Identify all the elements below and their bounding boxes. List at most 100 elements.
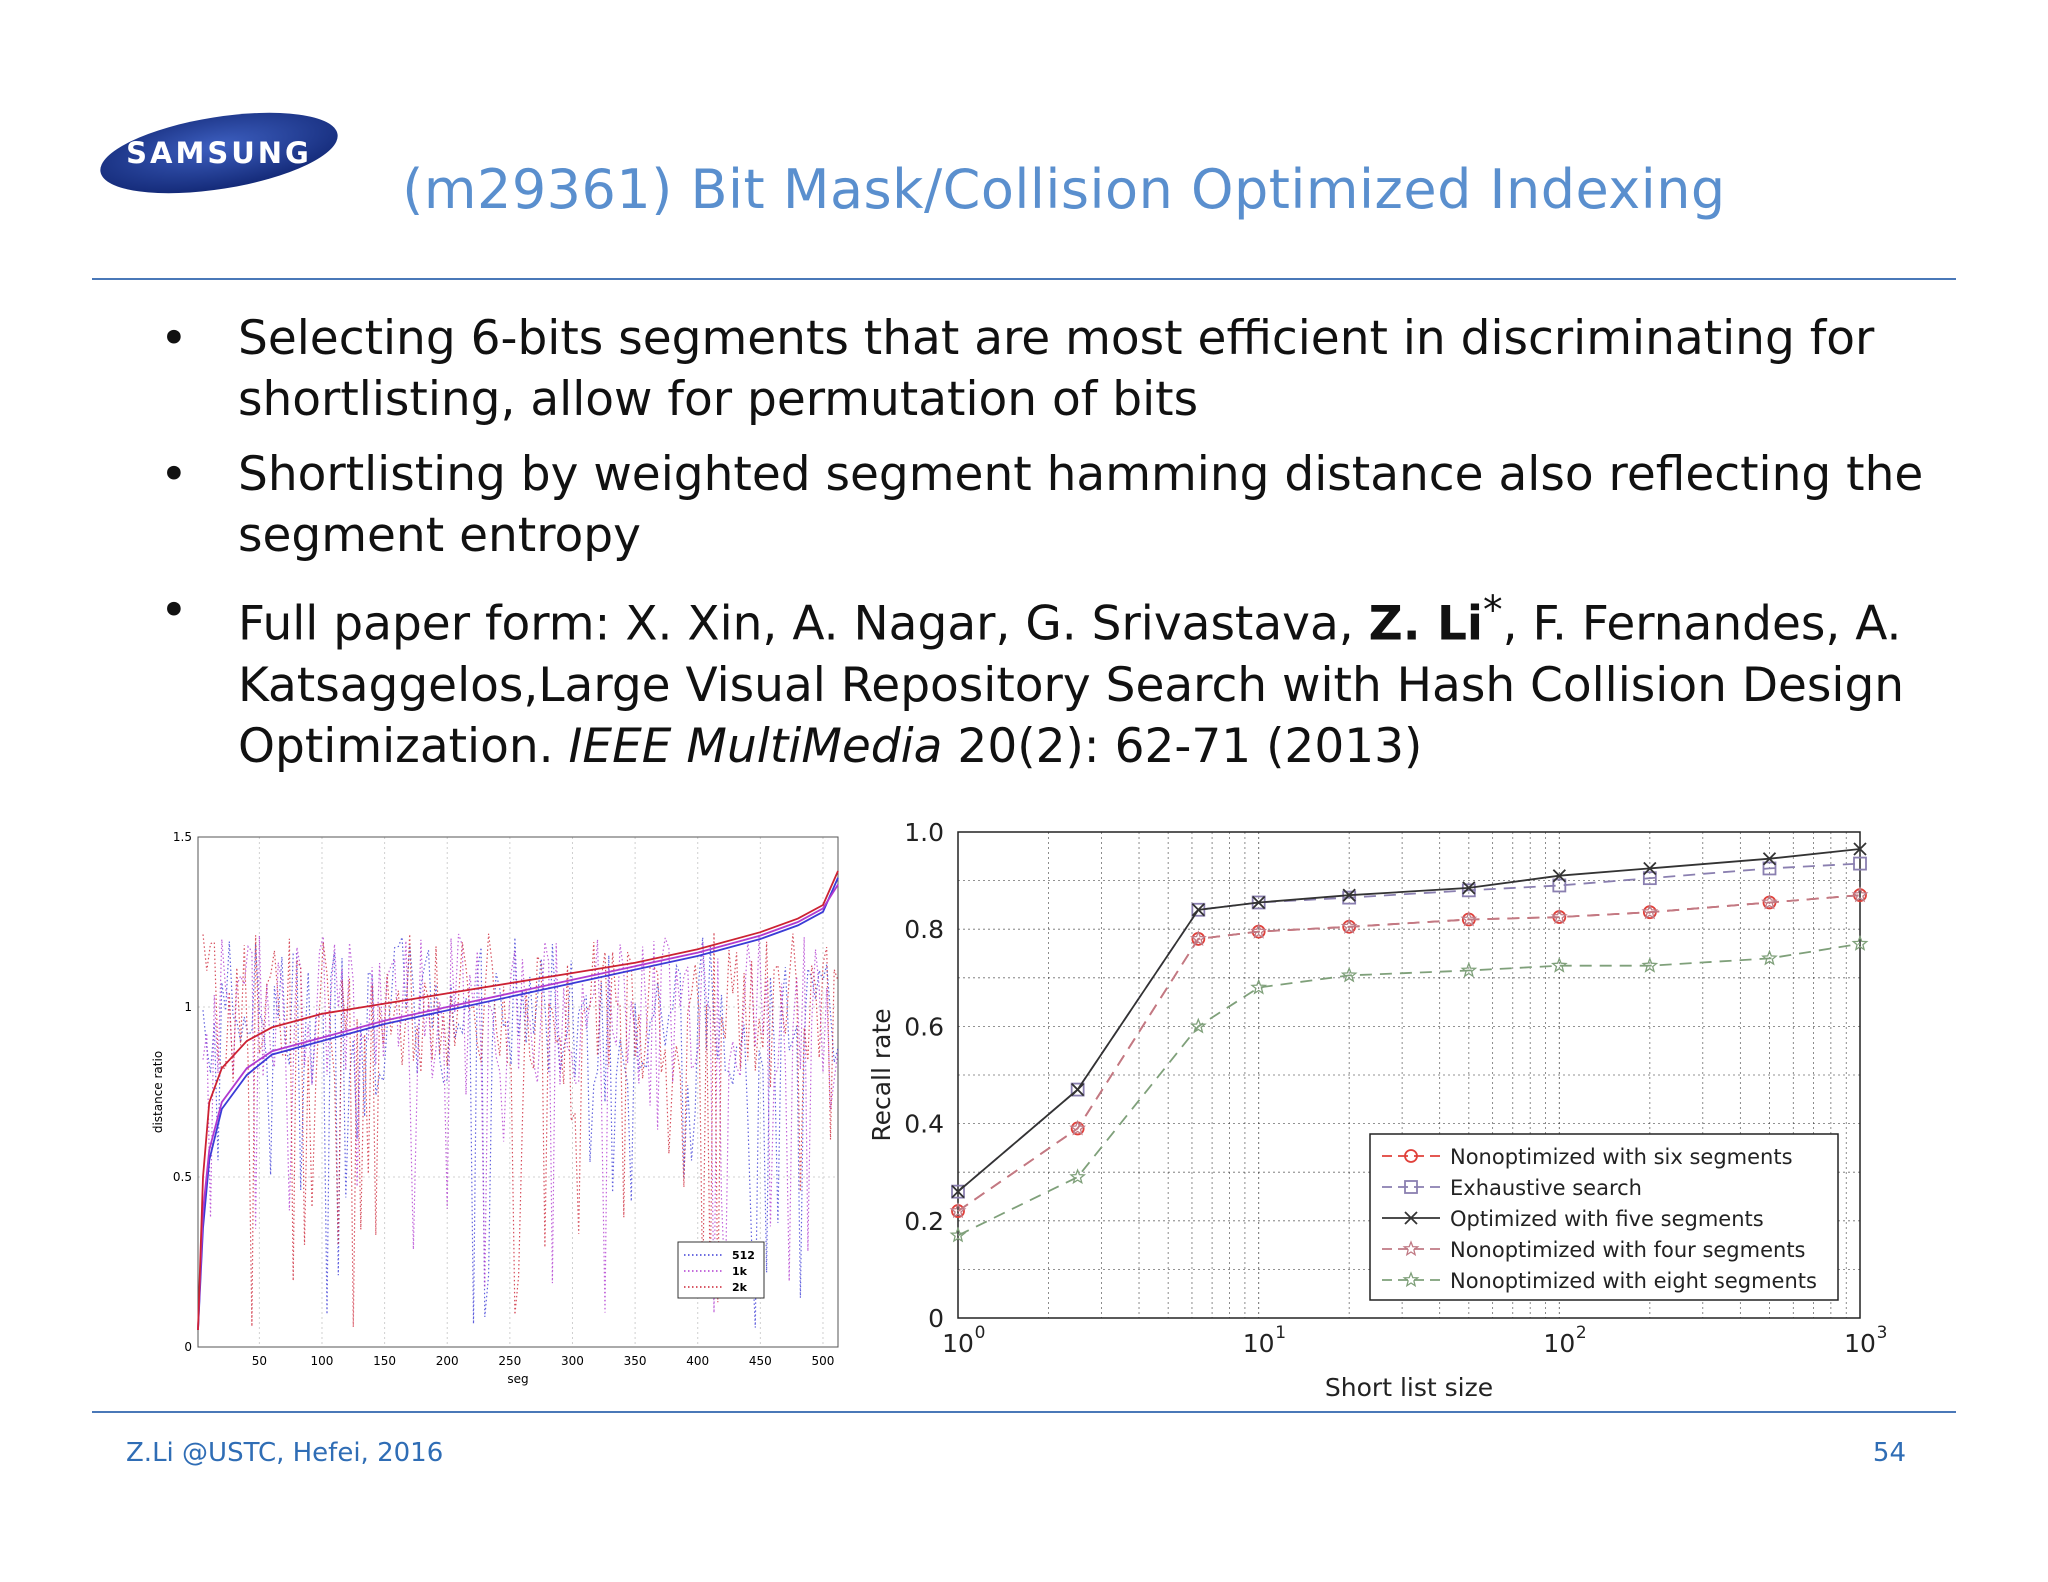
data-point bbox=[1853, 842, 1867, 856]
legend-label: Nonoptimized with eight segments bbox=[1450, 1269, 1817, 1293]
x-tick-label: 200 bbox=[436, 1354, 459, 1368]
data-point bbox=[1069, 1119, 1086, 1136]
series-line bbox=[957, 894, 1861, 1212]
footer-credit: Z.Li @USTC, Hefei, 2016 bbox=[126, 1438, 444, 1468]
data-point bbox=[1191, 903, 1205, 917]
x-tick-exponent: 1 bbox=[1275, 1323, 1286, 1343]
data-point bbox=[1250, 978, 1268, 995]
data-point bbox=[1761, 949, 1778, 966]
data-point bbox=[1761, 893, 1778, 910]
x-tick-label: 150 bbox=[373, 1354, 396, 1368]
legend-box bbox=[1369, 1133, 1839, 1301]
x-tick-label: 250 bbox=[498, 1354, 521, 1368]
data-point bbox=[1551, 956, 1568, 973]
y-axis-label: distance ratio bbox=[151, 1051, 165, 1133]
series-line bbox=[957, 942, 1861, 1237]
bullet-list: • Selecting 6-bits segments that are most… bbox=[160, 308, 1950, 791]
data-point bbox=[1853, 856, 1867, 871]
legend-label: 512 bbox=[732, 1249, 755, 1262]
logo-text: SAMSUNG bbox=[126, 136, 312, 170]
data-point bbox=[1402, 1271, 1420, 1288]
x-tick-exponent: 3 bbox=[1877, 1323, 1888, 1343]
data-point bbox=[1402, 1240, 1420, 1257]
x-tick-label: 350 bbox=[624, 1354, 647, 1368]
data-point bbox=[1641, 903, 1659, 920]
series-nonoptimized-with-four-segments bbox=[949, 886, 1869, 1219]
noise-series-512 bbox=[202, 936, 839, 1328]
bullet-dot: • bbox=[160, 583, 188, 638]
page-number: 54 bbox=[1872, 1438, 1906, 1468]
citation-journal: IEEE MultiMedia bbox=[568, 718, 943, 774]
data-point bbox=[1340, 918, 1358, 934]
data-point bbox=[1762, 861, 1777, 876]
y-tick-label: 0 bbox=[184, 1340, 192, 1354]
data-point bbox=[949, 1202, 967, 1219]
bullet-text: Selecting 6-bits segments that are most … bbox=[238, 311, 1875, 427]
data-point bbox=[1189, 930, 1207, 947]
data-point bbox=[1070, 1082, 1085, 1097]
data-point bbox=[951, 1185, 965, 1199]
plot-frame bbox=[957, 831, 1861, 1319]
x-tick-label: 450 bbox=[749, 1354, 772, 1368]
citation-asterisk: * bbox=[1483, 588, 1503, 633]
data-point bbox=[1342, 888, 1356, 902]
bullet-dot: • bbox=[160, 311, 188, 366]
y-tick-label: 1.0 bbox=[904, 818, 944, 847]
legend-label: 1k bbox=[732, 1265, 748, 1278]
bullet-dot: • bbox=[160, 447, 188, 502]
bullet-item: • Full paper form: X. Xin, A. Nagar, G. S… bbox=[160, 580, 1950, 777]
data-point bbox=[1551, 908, 1568, 925]
footer-divider bbox=[92, 1411, 1956, 1413]
series-line-2k bbox=[197, 870, 839, 1331]
samsung-logo: SAMSUNG bbox=[100, 112, 338, 194]
citation-mid: , F. Fernandes, A. Katsaggelos,Large Vis… bbox=[238, 596, 1905, 774]
series-line-1k bbox=[197, 884, 839, 1331]
x-tick-label: 10 bbox=[1844, 1329, 1876, 1358]
data-point bbox=[951, 1184, 965, 1199]
data-point bbox=[1342, 890, 1357, 905]
data-point bbox=[1851, 935, 1869, 951]
noise-series-2k bbox=[202, 932, 839, 1328]
y-axis-label: Recall rate bbox=[867, 1008, 896, 1141]
y-tick-label: 0 bbox=[928, 1304, 944, 1333]
data-point bbox=[1189, 1017, 1207, 1034]
data-point bbox=[1404, 1211, 1418, 1225]
legend-label: Exhaustive search bbox=[1450, 1176, 1642, 1200]
data-point bbox=[1340, 966, 1358, 983]
data-point bbox=[1460, 910, 1478, 927]
series-line-512 bbox=[197, 877, 839, 1331]
y-tick-label: 1 bbox=[184, 1000, 192, 1014]
data-point bbox=[1641, 956, 1659, 973]
x-axis-label: Short list size bbox=[1325, 1373, 1493, 1402]
data-point bbox=[1462, 881, 1476, 895]
data-point bbox=[1404, 1149, 1418, 1163]
x-tick-label: 50 bbox=[252, 1354, 267, 1368]
y-tick-label: 0.6 bbox=[904, 1012, 944, 1041]
citation-author-bold: Z. Li bbox=[1368, 596, 1484, 652]
citation-pre: Full paper form: X. Xin, A. Nagar, G. Sr… bbox=[238, 596, 1369, 652]
header-divider bbox=[92, 278, 1956, 280]
data-point bbox=[1460, 961, 1478, 978]
x-tick-exponent: 0 bbox=[975, 1323, 986, 1343]
legend-label: Nonoptimized with six segments bbox=[1450, 1145, 1793, 1169]
data-point bbox=[1250, 922, 1267, 939]
data-point bbox=[1252, 895, 1266, 910]
plot-frame bbox=[197, 836, 839, 1348]
data-point bbox=[1552, 878, 1567, 893]
y-tick-label: 0.4 bbox=[904, 1110, 944, 1139]
legend-label: Optimized with five segments bbox=[1450, 1207, 1764, 1231]
legend-box bbox=[677, 1241, 765, 1299]
x-tick-label: 10 bbox=[942, 1329, 974, 1358]
bullet-item: • Shortlisting by weighted segment hammin… bbox=[160, 444, 1950, 566]
data-point bbox=[1851, 886, 1869, 903]
data-point bbox=[1642, 871, 1657, 886]
x-tick-label: 400 bbox=[686, 1354, 709, 1368]
x-tick-label: 100 bbox=[311, 1354, 334, 1368]
legend-label: Nonoptimized with four segments bbox=[1450, 1238, 1806, 1262]
legend-label: 2k bbox=[732, 1281, 748, 1294]
series-optimized-with-five-segments bbox=[951, 842, 1867, 1199]
y-tick-label: 0.2 bbox=[904, 1207, 944, 1236]
page-title: (m29361) Bit Mask/Collision Optimized In… bbox=[402, 158, 1726, 221]
x-tick-label: 10 bbox=[1543, 1329, 1575, 1358]
